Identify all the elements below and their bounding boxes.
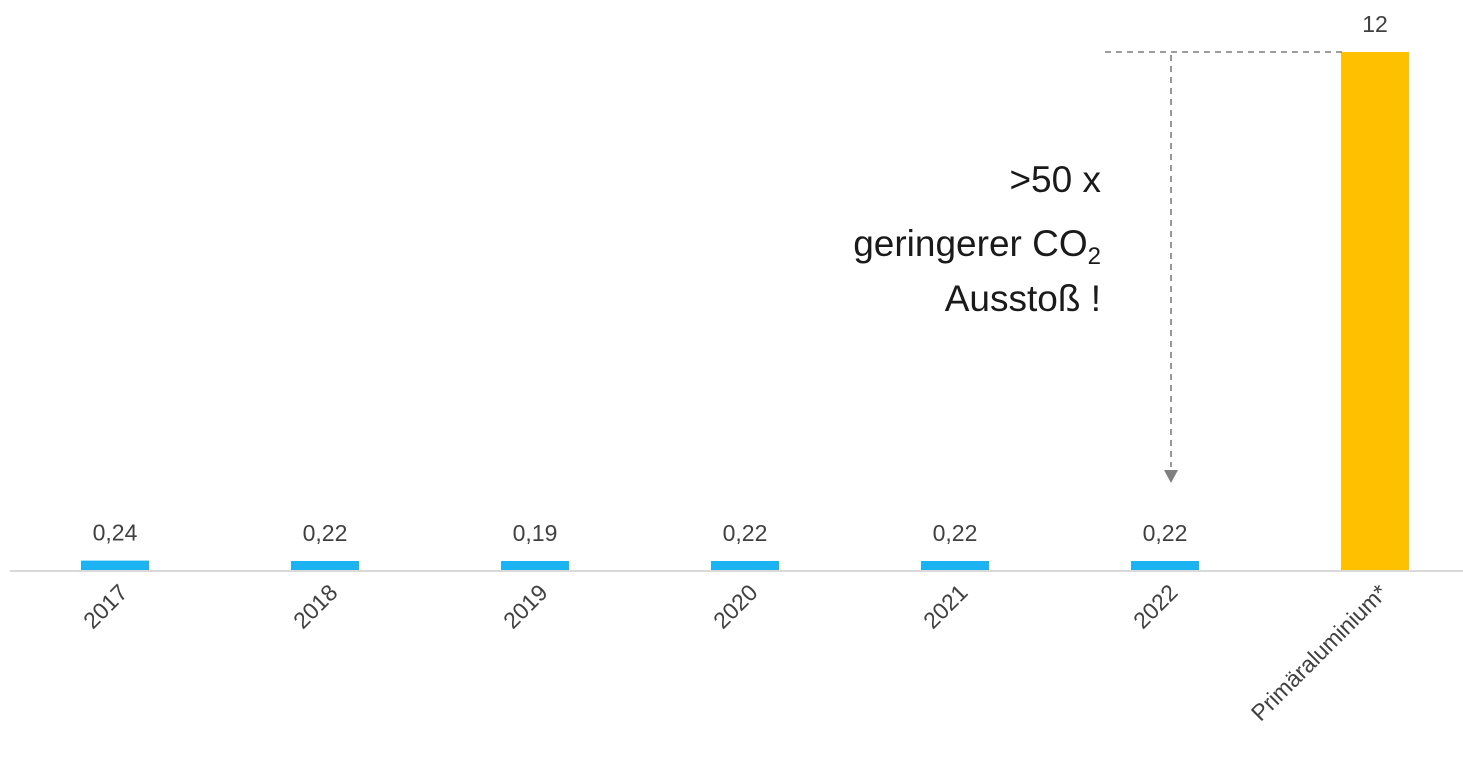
annotation-co2-text: geringerer CO xyxy=(853,223,1087,264)
data-label: 0,22 xyxy=(723,520,768,546)
x-tick-label: 2018 xyxy=(288,579,343,634)
data-label: 12 xyxy=(1362,11,1388,37)
arrow-down-icon xyxy=(1164,470,1178,483)
x-tick-label: 2021 xyxy=(918,579,973,634)
data-label: 0,22 xyxy=(933,520,978,546)
data-label: 0,22 xyxy=(303,520,348,546)
x-tick-label: 2017 xyxy=(78,579,133,634)
annotation-co2-subscript: 2 xyxy=(1088,243,1101,270)
bar-2018 xyxy=(291,561,359,571)
bar-2021 xyxy=(921,561,989,571)
data-label: 0,22 xyxy=(1143,520,1188,546)
bar-prim-raluminium- xyxy=(1341,52,1409,571)
x-tick-labels-layer: 2017 2018 2019 2020 2021 2022 Primäraluminium* xyxy=(78,579,1393,726)
annotation-line-1: >50 x xyxy=(1009,159,1101,200)
comparison-annotation: >50 x geringerer CO2 Ausstoß ! xyxy=(853,51,1342,483)
x-tick-label: 2022 xyxy=(1128,579,1183,634)
bar-2019 xyxy=(501,561,569,571)
annotation-line-2: geringerer CO2 xyxy=(853,223,1101,270)
bar-2022 xyxy=(1131,561,1199,571)
x-tick-label: Primäraluminium* xyxy=(1246,579,1393,726)
data-label: 0,24 xyxy=(93,520,138,546)
data-label: 0,19 xyxy=(513,520,558,546)
bars-layer xyxy=(81,52,1409,571)
x-tick-label: 2020 xyxy=(708,579,763,634)
annotation-line-3: Ausstoß ! xyxy=(945,278,1101,319)
value-labels-layer: 0,24 0,22 0,19 0,22 0,22 0,22 12 xyxy=(93,11,1388,546)
x-tick-label: 2019 xyxy=(498,579,553,634)
bar-2020 xyxy=(711,561,779,571)
bar-2017 xyxy=(81,560,149,571)
